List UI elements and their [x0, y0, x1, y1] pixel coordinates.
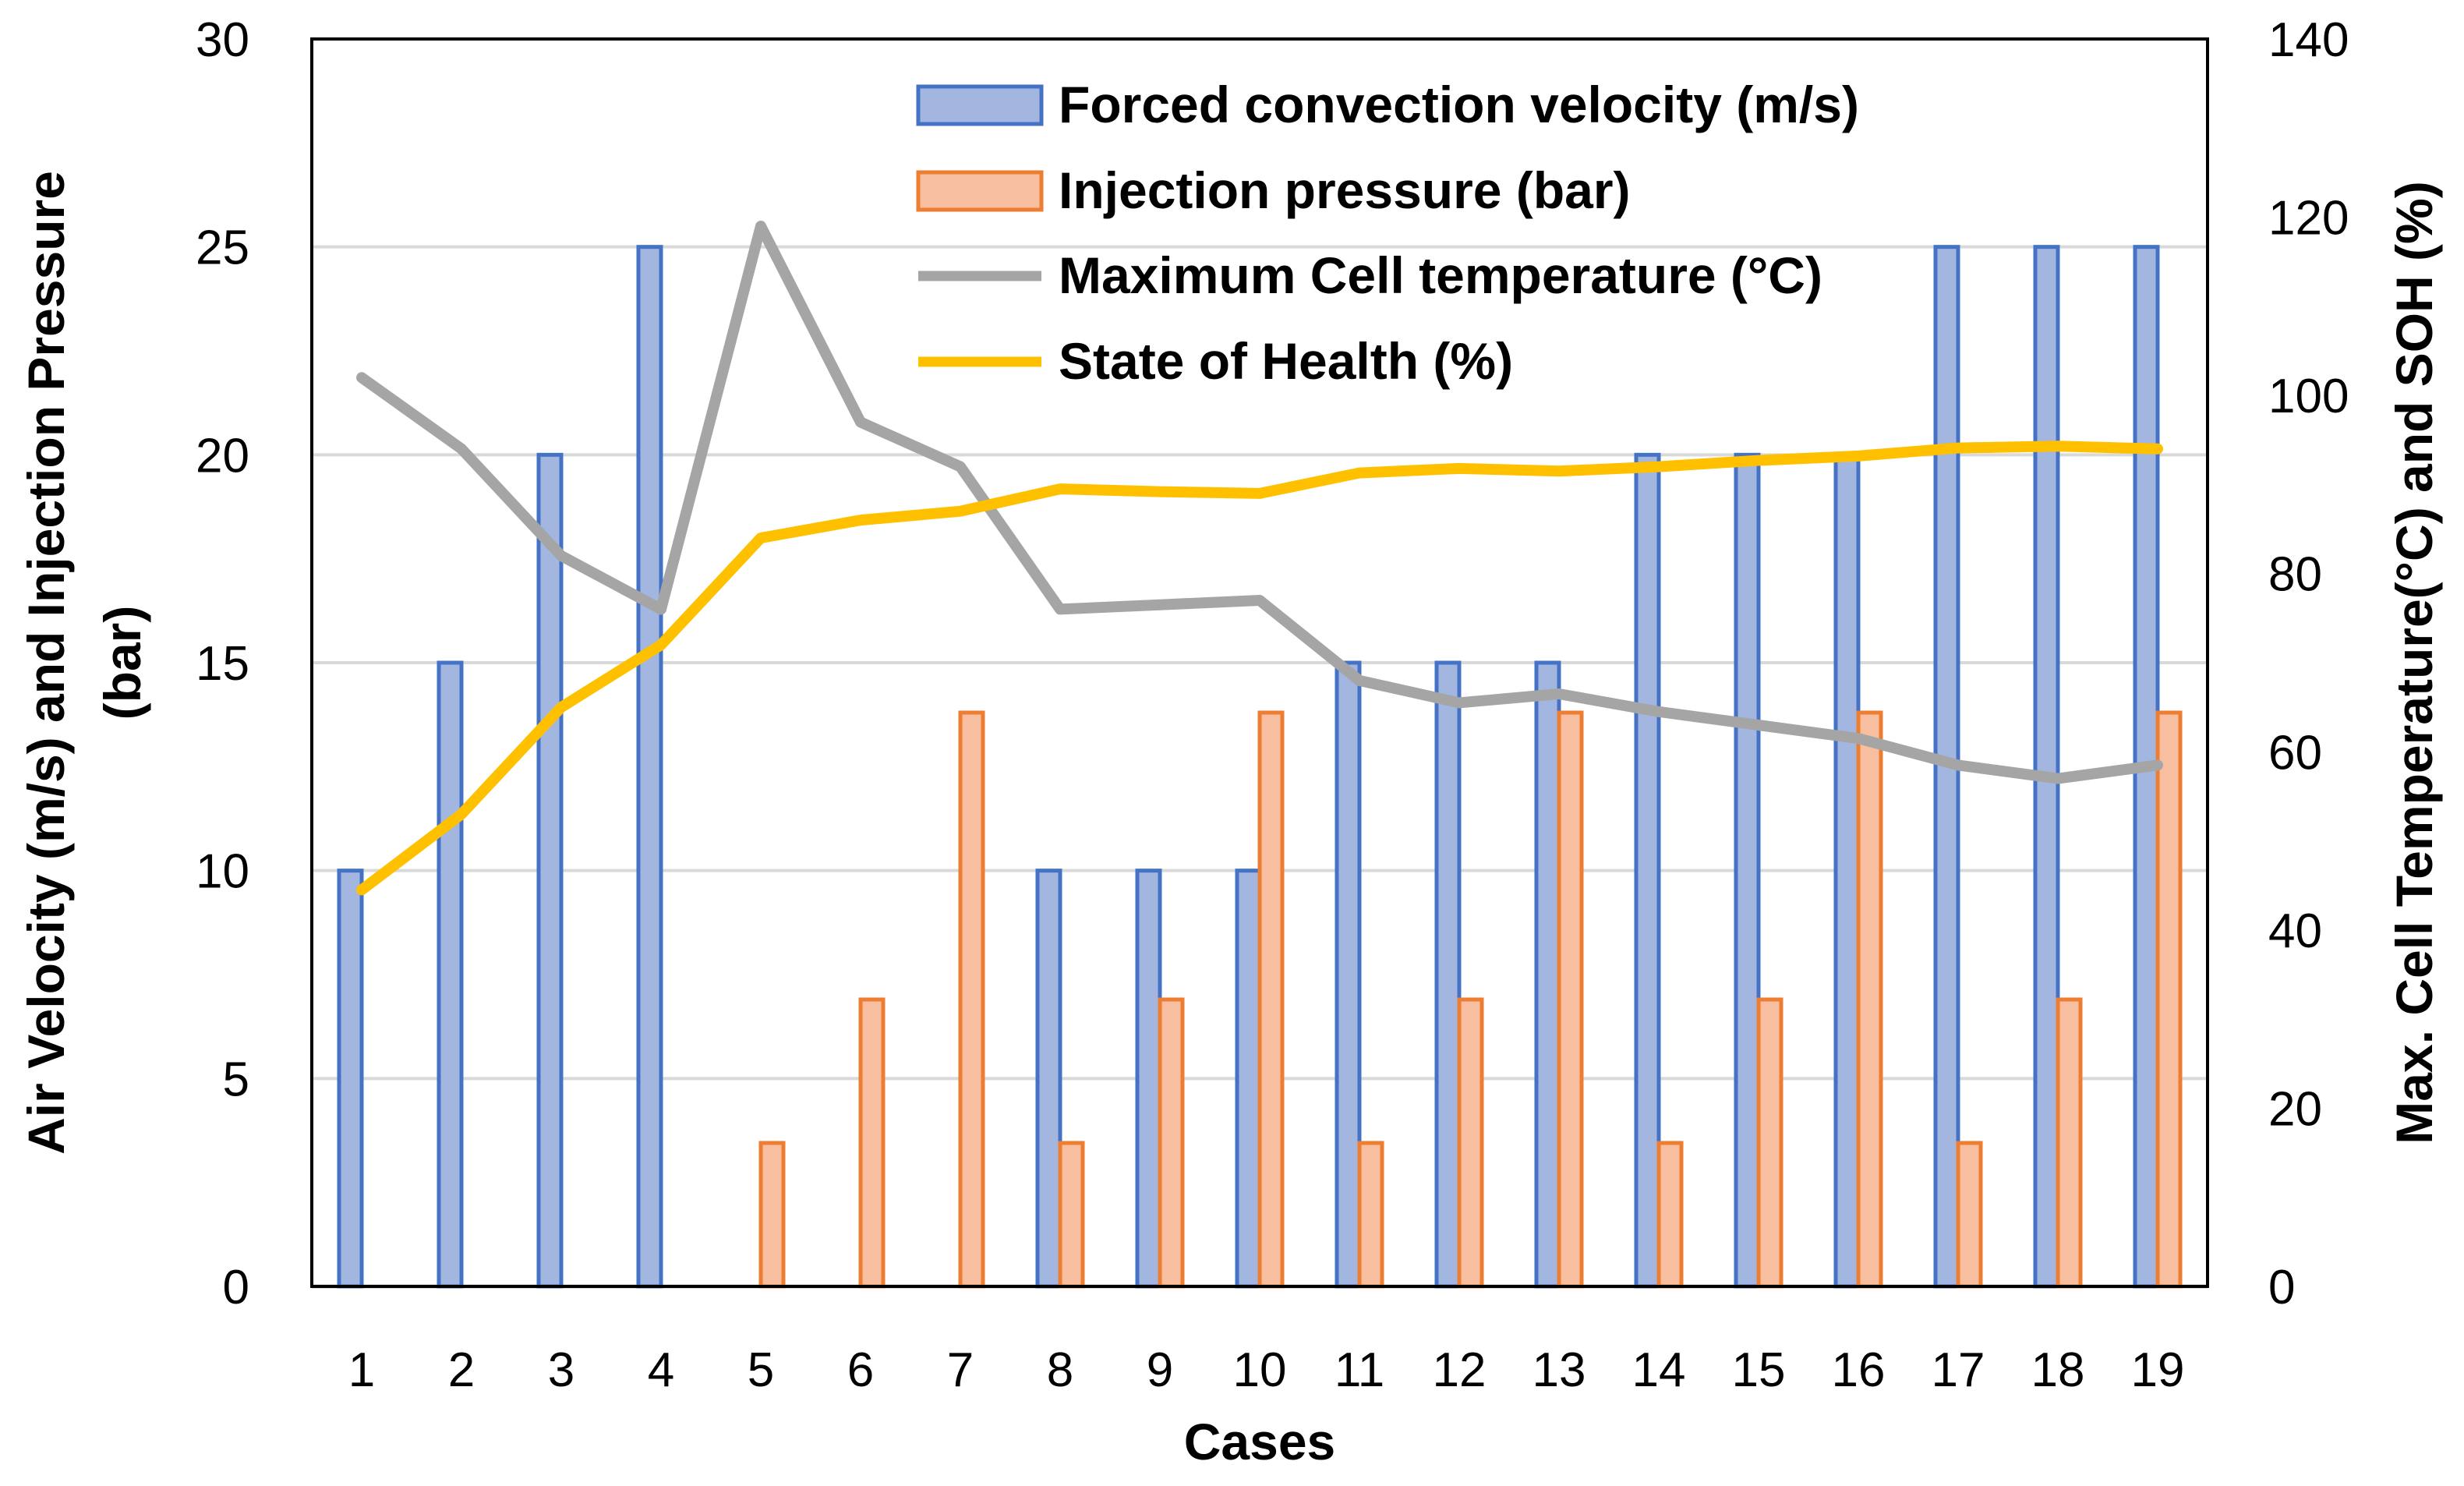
right-tick-0: 0: [2268, 1261, 2295, 1314]
left-axis-title: Air Velocity (m/s) and Injection Pressur…: [17, 171, 151, 1155]
x-tick-6: 6: [847, 1343, 874, 1397]
left-axis-ticks: 0 5 10 15 20 25 30: [196, 13, 249, 1314]
legend: Forced convection velocity (m/s) Injecti…: [916, 76, 1859, 390]
velocity-bar-3: [536, 452, 564, 1289]
velocity-bar-10: [1235, 869, 1262, 1289]
x-tick-10: 10: [1233, 1343, 1287, 1397]
left-axis-title-line-2: (bar): [94, 606, 151, 720]
left-tick-10: 10: [196, 845, 249, 899]
right-tick-100: 100: [2268, 370, 2349, 423]
pressure-bar-18: [2056, 997, 2083, 1289]
legend-label-velocity: Forced convection velocity (m/s): [1059, 76, 1859, 133]
pressure-bar-11: [1357, 1141, 1384, 1289]
legend-swatch-velocity: [916, 84, 1044, 126]
pressure-bar-17: [1956, 1141, 1983, 1289]
x-tick-12: 12: [1433, 1343, 1487, 1397]
x-tick-17: 17: [1932, 1343, 1985, 1397]
right-axis-ticks: 0 20 40 60 80 100 120 140: [2268, 13, 2349, 1314]
pressure-bar-6: [858, 997, 886, 1289]
velocity-bar-18: [2033, 245, 2060, 1289]
x-tick-19: 19: [2131, 1343, 2185, 1397]
x-tick-3: 3: [548, 1343, 574, 1397]
velocity-bar-13: [1534, 660, 1561, 1289]
right-tick-120: 120: [2268, 192, 2349, 246]
x-tick-1: 1: [348, 1343, 375, 1397]
legend-label-temperature: Maximum Cell temperature (°C): [1059, 246, 1822, 304]
left-tick-15: 15: [196, 637, 249, 691]
legend-item-temperature: Maximum Cell temperature (°C): [918, 246, 1822, 304]
pressure-bar-8: [1058, 1141, 1085, 1289]
pressure-bar-9: [1158, 997, 1185, 1289]
x-axis-title: Cases: [1184, 1413, 1336, 1470]
x-tick-8: 8: [1047, 1343, 1073, 1397]
velocity-bar-8: [1035, 869, 1062, 1289]
pressure-bar-13: [1557, 710, 1584, 1289]
legend-item-injection: Injection pressure (bar): [916, 161, 1631, 219]
left-tick-0: 0: [223, 1261, 249, 1314]
x-axis-ticks: 1 2 3 4 5 6 7 8 9 10 11 12 13 14 15 16 17 18 19: [348, 1343, 2185, 1397]
left-tick-5: 5: [223, 1053, 249, 1106]
x-tick-15: 15: [1732, 1343, 1786, 1397]
left-tick-25: 25: [196, 221, 249, 275]
velocity-bar-1: [337, 869, 364, 1289]
pressure-bar-10: [1257, 710, 1285, 1289]
right-tick-140: 140: [2268, 13, 2349, 67]
velocity-bar-12: [1434, 660, 1462, 1289]
pressure-bar-7: [958, 710, 985, 1289]
velocity-bar-15: [1734, 452, 1761, 1289]
x-tick-5: 5: [748, 1343, 774, 1397]
right-tick-20: 20: [2268, 1082, 2322, 1136]
velocity-bar-14: [1634, 452, 1661, 1289]
pressure-bar-12: [1457, 997, 1484, 1289]
lines: [356, 221, 2163, 896]
x-tick-4: 4: [648, 1343, 674, 1397]
temperature-line: [356, 221, 2163, 784]
pressure-bar-5: [758, 1141, 786, 1289]
pressure-bar-16: [1856, 710, 1883, 1289]
pressure-bar-15: [1756, 997, 1783, 1289]
x-tick-9: 9: [1147, 1343, 1173, 1397]
x-tick-7: 7: [947, 1343, 974, 1397]
velocity-bar-4: [636, 245, 663, 1289]
legend-item-soh: State of Health (%): [918, 332, 1513, 390]
legend-item-velocity: Forced convection velocity (m/s): [916, 76, 1859, 133]
x-tick-16: 16: [1832, 1343, 1886, 1397]
legend-swatch-injection: [916, 170, 1044, 212]
plot-area-border: [310, 37, 2209, 1288]
x-tick-2: 2: [448, 1343, 475, 1397]
soh-line: [356, 440, 2163, 896]
pressure-bar-14: [1656, 1141, 1684, 1289]
x-tick-11: 11: [1335, 1343, 1384, 1397]
velocity-bar-9: [1135, 869, 1162, 1289]
legend-label-soh: State of Health (%): [1059, 332, 1513, 390]
right-tick-40: 40: [2268, 904, 2322, 958]
pressure-bar-19: [2155, 710, 2183, 1289]
velocity-bar-2: [437, 660, 464, 1289]
left-tick-20: 20: [196, 429, 249, 483]
right-axis-title-text: Max. Cell Temperature(°C) and SOH (%): [2385, 181, 2443, 1144]
x-tick-13: 13: [1532, 1343, 1586, 1397]
left-tick-30: 30: [196, 13, 249, 67]
velocity-bar-11: [1335, 660, 1362, 1289]
right-tick-80: 80: [2268, 548, 2322, 602]
velocity-bar-16: [1833, 452, 1861, 1289]
right-tick-60: 60: [2268, 726, 2322, 780]
right-axis-title: Max. Cell Temperature(°C) and SOH (%): [2385, 181, 2443, 1144]
x-tick-14: 14: [1632, 1343, 1686, 1397]
left-axis-title-line-1: Air Velocity (m/s) and Injection Pressur…: [17, 171, 75, 1155]
x-tick-18: 18: [2031, 1343, 2085, 1397]
legend-label-injection: Injection pressure (bar): [1059, 161, 1631, 219]
